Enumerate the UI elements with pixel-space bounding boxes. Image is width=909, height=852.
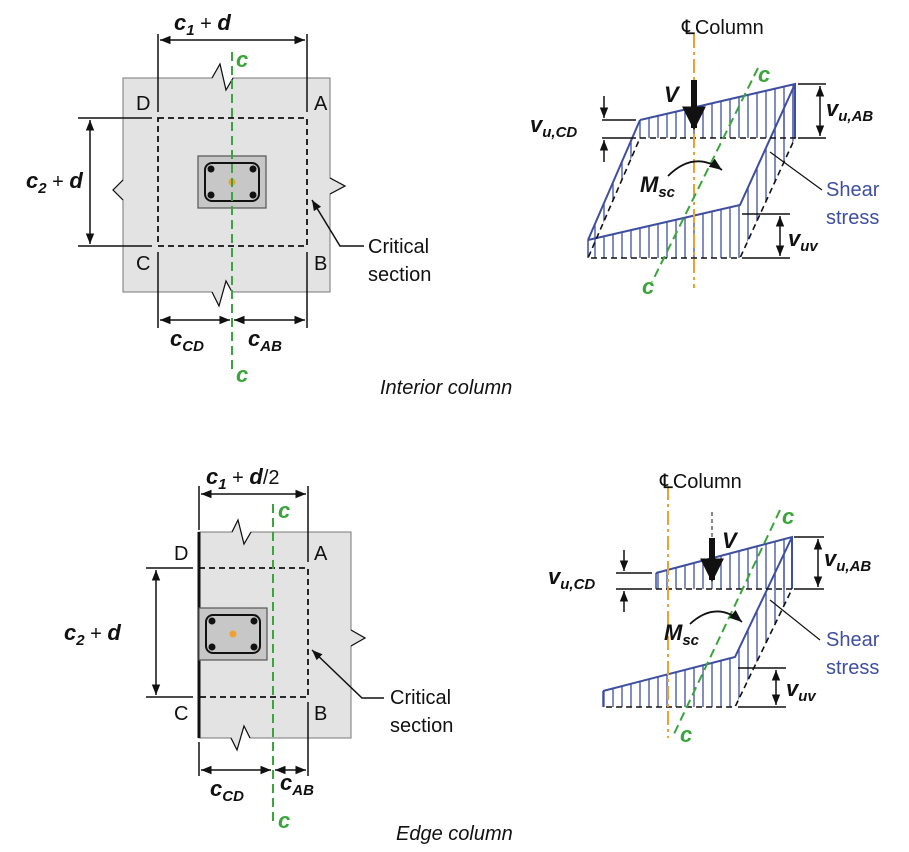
edge-stress-axis-top: c xyxy=(782,504,794,529)
interior-dim-cd: cCD xyxy=(170,326,204,355)
edge-axis-label-top: c xyxy=(278,498,290,523)
interior-v-label: V xyxy=(664,82,681,107)
interior-axis-label-top: c xyxy=(236,47,248,72)
edge-corner-d: D xyxy=(174,543,188,565)
interior-dim-left: c2 + d xyxy=(26,168,83,197)
edge-plan xyxy=(146,486,384,822)
interior-axis-label-bottom: c xyxy=(236,362,248,387)
interior-plan-labels: c1 + d c2 + d cCD cAB D A C B c c Critic… xyxy=(26,10,431,387)
edge-plan-labels: c1 + d/2 c2 + d cCD cAB D A C B c c Crit… xyxy=(64,464,453,833)
edge-stress-diagram xyxy=(602,486,824,738)
edge-critical-label-1: Critical xyxy=(390,687,451,709)
edge-critical-section xyxy=(199,567,309,698)
edge-dim-top: c1 + d/2 xyxy=(206,464,280,493)
edge-critical-label-2: section xyxy=(390,715,453,737)
edge-dim-ab: cAB xyxy=(280,770,314,799)
interior-caption: Interior column xyxy=(380,377,512,399)
edge-dim-cd: cCD xyxy=(210,776,244,805)
edge-centerline-label: ℄Column xyxy=(659,471,742,493)
interior-critical-label-1: Critical xyxy=(368,236,429,258)
interior-vu-cd: vu,CD xyxy=(530,112,577,141)
edge-vu-cd: vu,CD xyxy=(548,564,595,593)
interior-m-label: Msc xyxy=(640,172,676,201)
interior-stress-labels: ℄Column V vu,CD vu,AB vuv Msc c c Shear … xyxy=(530,17,880,299)
interior-vu-ab: vu,AB xyxy=(826,96,873,125)
edge-stress-labels: ℄Column V vu,CD vu,AB vuv Msc c c Shear … xyxy=(548,471,880,747)
interior-shear-label-2: stress xyxy=(826,207,879,229)
edge-v-label: V xyxy=(722,528,739,553)
interior-critical-section xyxy=(157,117,308,247)
interior-critical-label-2: section xyxy=(368,264,431,286)
interior-dim-top: c1 + d xyxy=(174,10,231,39)
interior-centerline-label: ℄Column xyxy=(681,17,764,39)
interior-stress-axis-top: c xyxy=(758,62,770,87)
edge-vu-ab: vu,AB xyxy=(824,546,871,575)
edge-corner-b: B xyxy=(314,703,327,725)
interior-corner-d: D xyxy=(136,93,150,115)
interior-dim-ab: cAB xyxy=(248,326,282,355)
edge-dim-left: c2 + d xyxy=(64,620,121,649)
interior-corner-a: A xyxy=(314,93,328,115)
edge-m-label: Msc xyxy=(664,620,700,649)
edge-stress-axis-bottom: c xyxy=(680,722,692,747)
edge-corner-a: A xyxy=(314,543,328,565)
interior-stress-diagram xyxy=(586,34,826,288)
edge-caption: Edge column xyxy=(396,823,513,845)
interior-plan xyxy=(78,34,364,372)
interior-shear-label-1: Shear xyxy=(826,179,880,201)
edge-vuv: vuv xyxy=(786,676,817,705)
interior-vuv: vuv xyxy=(788,226,819,255)
edge-shear-label-1: Shear xyxy=(826,629,880,651)
edge-corner-c: C xyxy=(174,703,188,725)
interior-corner-b: B xyxy=(314,253,327,275)
edge-axis-label-bottom: c xyxy=(278,808,290,833)
interior-stress-axis-bottom: c xyxy=(642,274,654,299)
edge-shear-label-2: stress xyxy=(826,657,879,679)
interior-corner-c: C xyxy=(136,253,150,275)
